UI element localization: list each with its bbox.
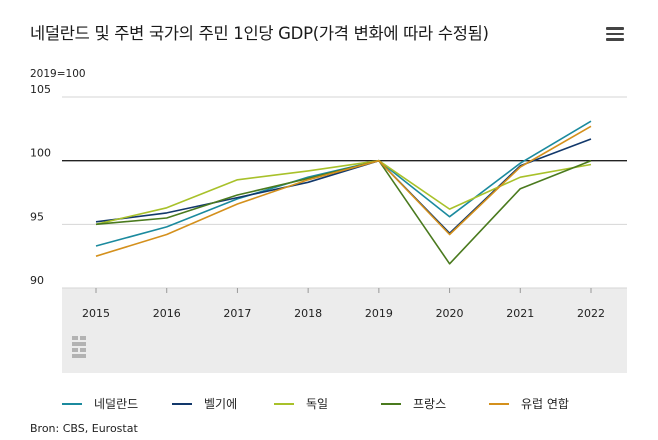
legend-label: 벨기에 <box>204 397 238 411</box>
hamburger-menu-icon[interactable] <box>606 27 624 41</box>
y-tick-label: 100 <box>30 147 51 160</box>
x-axis-band <box>62 288 627 373</box>
cbs-logo-icon <box>72 336 86 358</box>
y-axis-note: 2019=100 <box>30 68 86 80</box>
legend-item-eu: 유럽 연합 <box>489 395 599 412</box>
legend-item-germany: 독일 <box>274 395 381 412</box>
legend-label: 독일 <box>306 397 329 411</box>
y-tick-label: 90 <box>30 274 44 287</box>
y-tick-label: 105 <box>30 83 51 96</box>
series-line-1 <box>95 138 592 234</box>
legend-label: 네덜란드 <box>94 397 139 411</box>
x-tick-label: 2015 <box>82 307 110 320</box>
legend-item-france: 프랑스 <box>381 395 489 412</box>
legend-swatch-netherlands <box>62 402 82 405</box>
legend-item-belgium: 벨기에 <box>172 395 274 412</box>
x-tick-label: 2017 <box>223 307 251 320</box>
legend-swatch-eu <box>489 402 509 405</box>
series-line-2 <box>95 159 592 226</box>
x-tick-label: 2021 <box>506 307 534 320</box>
legend-label: 프랑스 <box>413 397 447 411</box>
x-tick-label: 2019 <box>365 307 393 320</box>
x-tick-label: 2022 <box>577 307 605 320</box>
legend-swatch-france <box>381 402 401 405</box>
chart-title: 네덜란드 및 주변 국가의 주민 1인당 GDP(가격 변화에 따라 수정됨) <box>30 24 489 43</box>
legend-label: 유럽 연합 <box>521 397 569 411</box>
series-line-0 <box>95 120 592 247</box>
x-tick-label: 2016 <box>153 307 181 320</box>
x-tick-label: 2020 <box>436 307 464 320</box>
legend-swatch-belgium <box>172 402 192 405</box>
legend-item-netherlands: 네덜란드 <box>62 395 172 412</box>
legend-swatch-germany <box>274 402 294 405</box>
legend: 네덜란드 벨기에 독일 프랑스 유럽 연합 <box>62 395 599 412</box>
series-line-4 <box>95 125 592 257</box>
y-tick-label: 95 <box>30 210 44 223</box>
line-chart: 90 95 100 105 2015 2016 2017 2018 2019 2020 2021 20… <box>30 83 627 373</box>
source-note: Bron: CBS, Eurostat <box>30 422 138 435</box>
x-tick-label: 2018 <box>294 307 322 320</box>
